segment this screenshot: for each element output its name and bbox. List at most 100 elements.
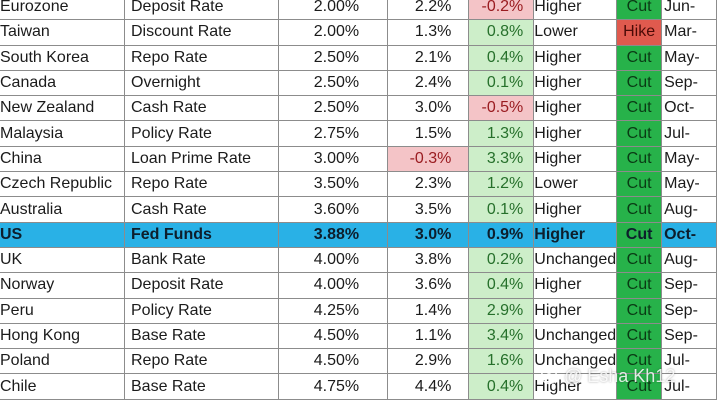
rate-level-cell: 3.00% — [277, 145, 389, 173]
real-rate-cell: 3.8% — [387, 246, 470, 274]
date-cell: May- — [661, 171, 717, 198]
direction-cell: Higher — [533, 120, 618, 147]
country-cell: Peru — [0, 297, 125, 324]
table-row: New Zealand Cash Rate 2.50% 3.0% -0.5% Higher… — [0, 95, 717, 122]
real-rate-cell: 2.1% — [387, 44, 470, 71]
direction-cell: Higher — [533, 297, 618, 324]
spread-cell: 3.3% — [468, 145, 535, 173]
direction-cell: Higher — [533, 373, 618, 400]
rate-name-cell: Cash Rate — [124, 196, 279, 223]
rate-level-cell: 4.00% — [277, 272, 389, 299]
real-rate-cell: 3.0% — [387, 221, 470, 248]
country-cell: New Zealand — [0, 95, 125, 122]
real-rate-cell: 2.9% — [387, 348, 470, 375]
real-rate-cell: 4.4% — [387, 373, 470, 400]
real-rate-cell: 1.3% — [387, 19, 470, 46]
country-cell: UK — [0, 246, 125, 274]
real-rate-cell: 2.3% — [387, 171, 470, 198]
action-cell: Cut — [616, 145, 663, 173]
rate-level-cell: 4.00% — [277, 246, 389, 274]
table-row: Eurozone Deposit Rate 2.00% 2.2% -0.2% Higher… — [0, 0, 717, 21]
real-rate-cell: 1.4% — [387, 297, 470, 324]
spread-cell: 0.1% — [468, 69, 535, 97]
table-row: Malaysia Policy Rate 2.75% 1.5% 1.3% Higher Cu… — [0, 120, 717, 147]
spread-cell: 0.2% — [468, 246, 535, 274]
rate-level-cell: 2.50% — [277, 95, 389, 122]
action-cell: Cut — [616, 95, 663, 122]
date-cell: Sep- — [661, 322, 717, 350]
direction-cell: Lower — [533, 171, 618, 198]
country-cell: Czech Republic — [0, 171, 125, 198]
direction-cell: Unchanged — [533, 246, 618, 274]
country-cell: Canada — [0, 69, 125, 97]
action-cell: Cut — [616, 272, 663, 299]
direction-cell: Lower — [533, 19, 618, 46]
country-cell: China — [0, 145, 125, 173]
country-cell: South Korea — [0, 44, 125, 71]
date-cell: Sep- — [661, 69, 717, 97]
action-cell: Cut — [616, 44, 663, 71]
rate-name-cell: Policy Rate — [124, 120, 279, 147]
date-cell: Jul- — [661, 373, 717, 400]
action-cell: Cut — [616, 0, 663, 21]
rate-name-cell: Deposit Rate — [124, 0, 279, 21]
spread-cell: 0.4% — [468, 44, 535, 71]
rate-level-cell: 2.50% — [277, 44, 389, 71]
real-rate-cell: 3.6% — [387, 272, 470, 299]
action-cell: Cut — [616, 322, 663, 350]
date-cell: Jul- — [661, 120, 717, 147]
action-cell: Cut — [616, 297, 663, 324]
action-cell: Cut — [616, 348, 663, 375]
action-cell: Cut — [616, 120, 663, 147]
camera-icon — [540, 367, 558, 385]
action-cell: Cut — [616, 69, 663, 97]
country-cell: Chile — [0, 373, 125, 400]
direction-cell: Unchanged — [533, 322, 618, 350]
rate-level-cell: 4.75% — [277, 373, 389, 400]
table-row: Hong Kong Base Rate 4.50% 1.1% 3.4% Unchanged… — [0, 322, 717, 350]
table-row: Taiwan Discount Rate 2.00% 1.3% 0.8% Lower Hik… — [0, 19, 717, 46]
date-cell: Oct- — [661, 95, 717, 122]
country-cell: Australia — [0, 196, 125, 223]
rate-name-cell: Bank Rate — [124, 246, 279, 274]
rate-name-cell: Base Rate — [124, 322, 279, 350]
direction-cell: Higher — [533, 221, 618, 248]
rate-name-cell: Repo Rate — [124, 171, 279, 198]
date-cell: Aug- — [661, 246, 717, 274]
rate-level-cell: 2.50% — [277, 69, 389, 97]
action-cell: Cut — [616, 171, 663, 198]
rate-name-cell: Loan Prime Rate — [124, 145, 279, 173]
date-cell: Mar- — [661, 19, 717, 46]
table-row: Chile Base Rate 4.75% 4.4% 0.4% Higher Cut Jul- — [0, 373, 717, 400]
spread-cell: 3.4% — [468, 322, 535, 350]
table-row: US Fed Funds 3.88% 3.0% 0.9% Higher Cut Oct- — [0, 221, 717, 248]
date-cell: Sep- — [661, 272, 717, 299]
spread-cell: 0.9% — [468, 221, 535, 248]
spread-cell: 0.8% — [468, 19, 535, 46]
country-cell: Norway — [0, 272, 125, 299]
table-row: South Korea Repo Rate 2.50% 2.1% 0.4% Higher C… — [0, 44, 717, 71]
rate-level-cell: 4.50% — [277, 322, 389, 350]
direction-cell: Higher — [533, 69, 618, 97]
table-row: UK Bank Rate 4.00% 3.8% 0.2% Unchanged Cut Aug- — [0, 246, 717, 274]
rate-level-cell: 3.60% — [277, 196, 389, 223]
spread-cell: 1.3% — [468, 120, 535, 147]
rate-level-cell: 2.75% — [277, 120, 389, 147]
direction-cell: Higher — [533, 0, 618, 21]
country-cell: Malaysia — [0, 120, 125, 147]
table-row: Peru Policy Rate 4.25% 1.4% 2.9% Higher Cut Sep… — [0, 297, 717, 324]
direction-cell: Higher — [533, 145, 618, 173]
watermark-text: @ Esha Kh12 — [564, 366, 676, 386]
real-rate-cell: 1.5% — [387, 120, 470, 147]
real-rate-cell: 3.5% — [387, 196, 470, 223]
spread-cell: -0.2% — [468, 0, 535, 21]
rate-name-cell: Base Rate — [124, 373, 279, 400]
spread-cell: -0.5% — [468, 95, 535, 122]
spread-cell: 0.4% — [468, 272, 535, 299]
action-cell: Cut — [616, 221, 663, 248]
rate-level-cell: 2.00% — [277, 0, 389, 21]
country-cell: Taiwan — [0, 19, 125, 46]
